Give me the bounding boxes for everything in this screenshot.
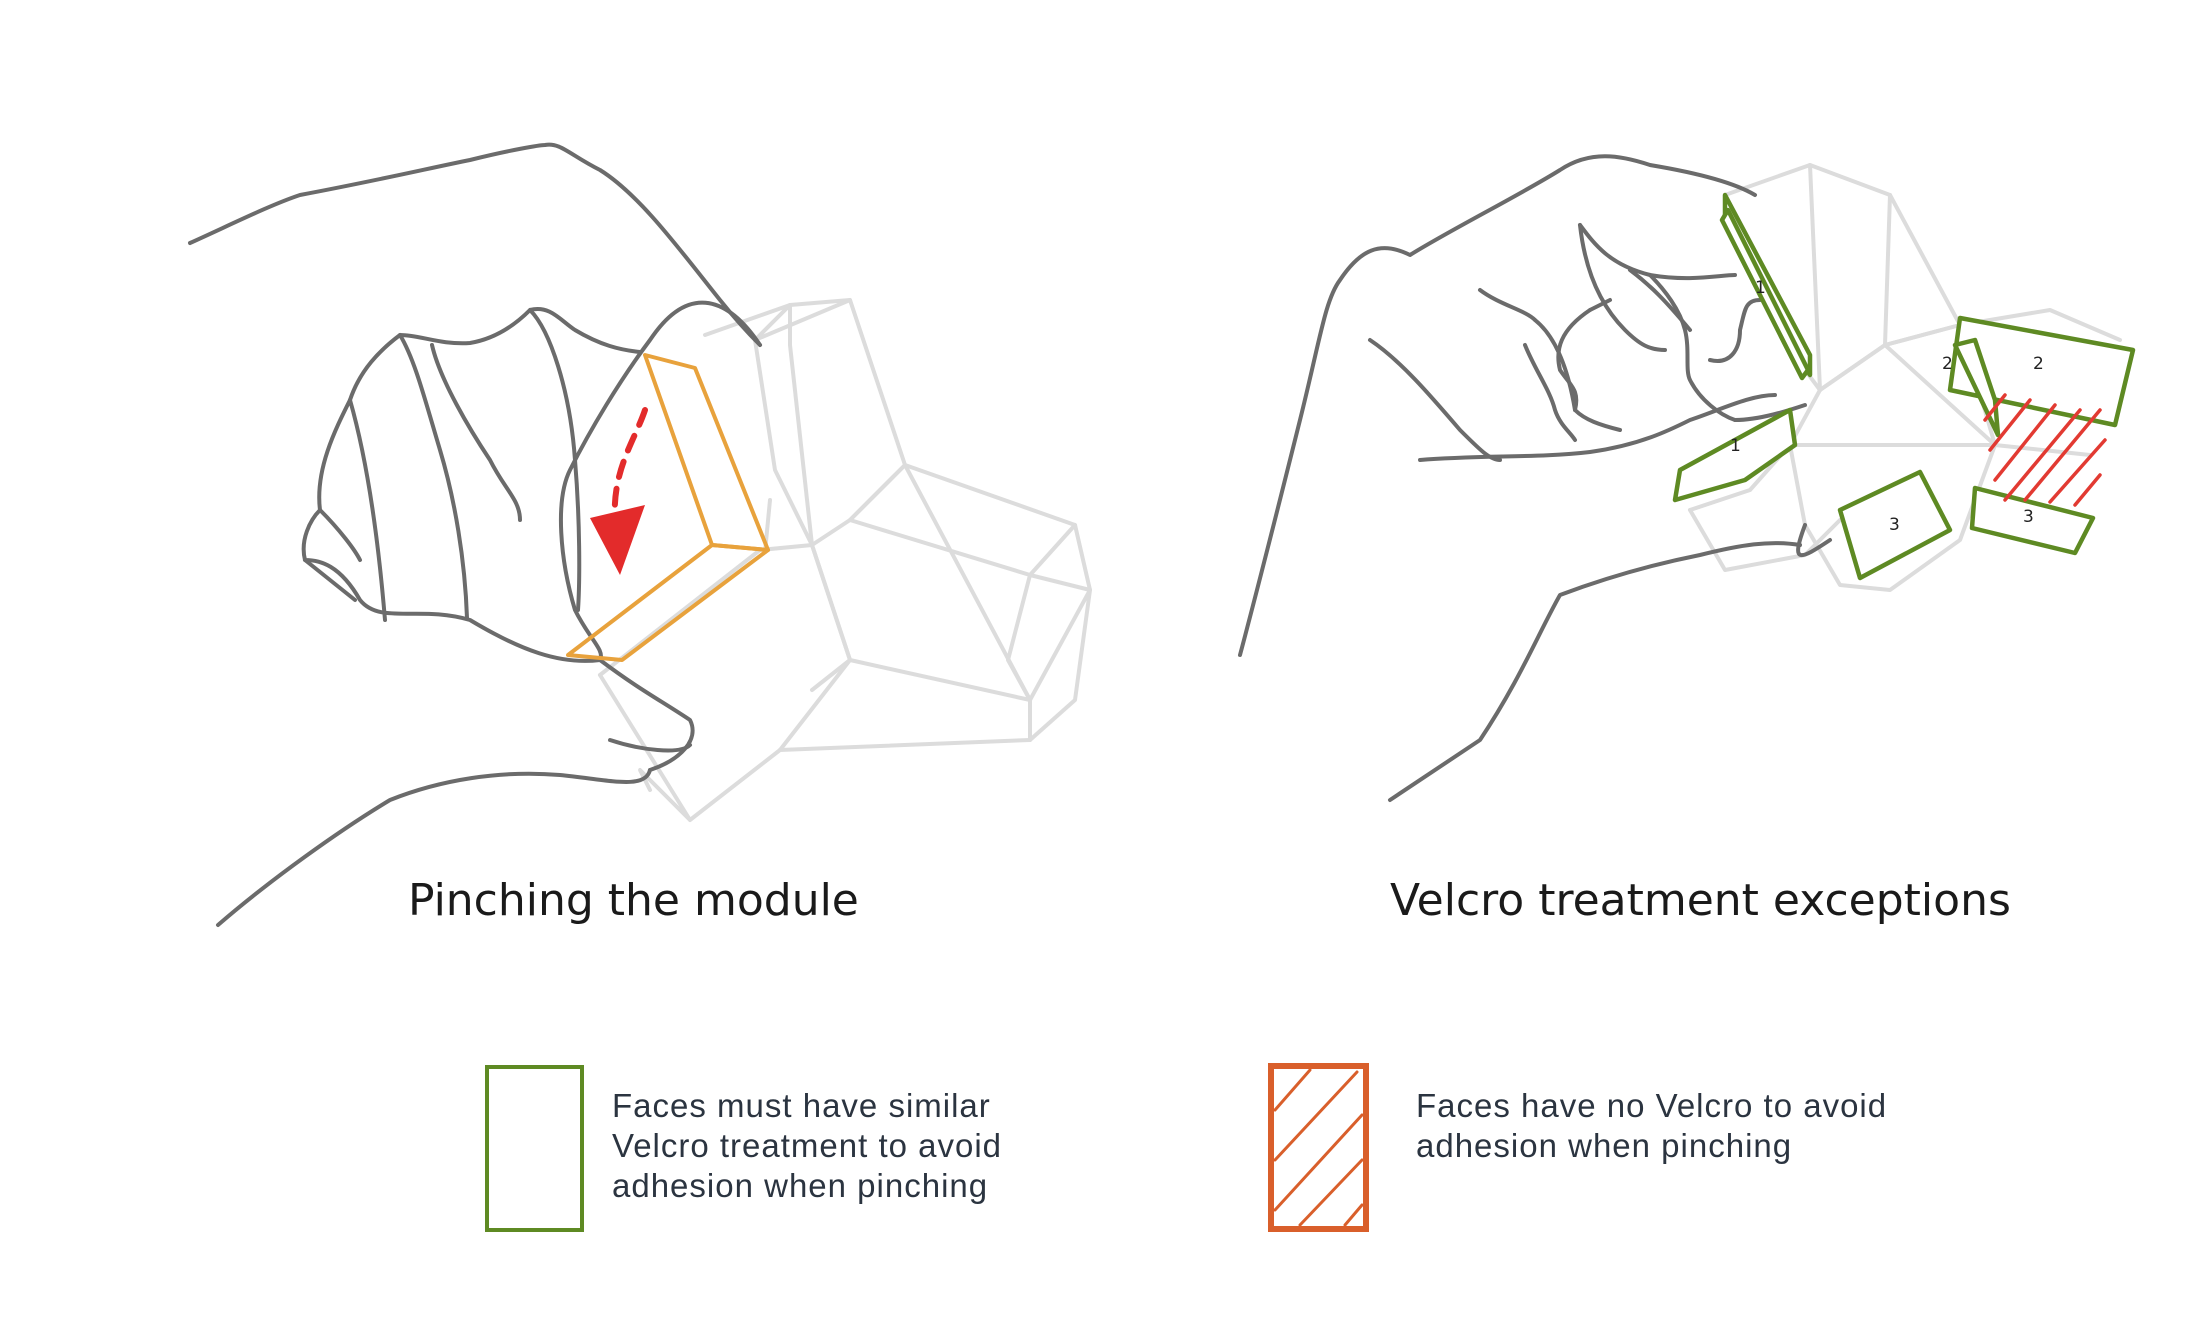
- face-number-1a: 1: [1755, 278, 1766, 298]
- left-module-outline: [598, 298, 1092, 822]
- left-hand-outline: [188, 142, 762, 927]
- legend-green-line-3: adhesion when pinching: [612, 1167, 988, 1204]
- legend-orange-line-1: Faces have no Velcro to avoid: [1416, 1087, 1887, 1124]
- legend-green-line-2: Velcro treatment to avoid: [612, 1127, 1002, 1164]
- legend-item-no-velcro: Faces have no Velcro to avoid adhesion w…: [1268, 1063, 1887, 1232]
- pinched-faces: [566, 353, 770, 662]
- face-number-3a: 3: [1889, 515, 1900, 535]
- legend-green-line-1: Faces must have similar: [612, 1087, 991, 1124]
- left-illustration: Pinching the module: [188, 142, 1092, 927]
- right-illustration: 1 1 2 2 3 3 Velcro treatment exceptions: [1238, 154, 2136, 926]
- face-number-2b: 2: [2033, 354, 2044, 374]
- face-number-2a: 2: [1942, 354, 1953, 374]
- face-number-1b: 1: [1730, 436, 1741, 456]
- similar-velcro-faces: [1672, 192, 2136, 581]
- left-caption: Pinching the module: [408, 875, 859, 926]
- right-hand-outline: [1238, 154, 1832, 802]
- legend-orange-line-2: adhesion when pinching: [1416, 1127, 1792, 1164]
- pinch-direction-arrow: [590, 407, 648, 575]
- legend: Faces must have similar Velcro treatment…: [485, 1063, 1887, 1232]
- legend-green-swatch: [485, 1065, 584, 1232]
- legend-item-similar-velcro: Faces must have similar Velcro treatment…: [485, 1065, 1002, 1232]
- face-number-3b: 3: [2023, 507, 2034, 527]
- right-caption: Velcro treatment exceptions: [1390, 875, 2011, 926]
- legend-orange-hatch: [1273, 1068, 1364, 1227]
- no-velcro-hatch: [1983, 393, 2107, 507]
